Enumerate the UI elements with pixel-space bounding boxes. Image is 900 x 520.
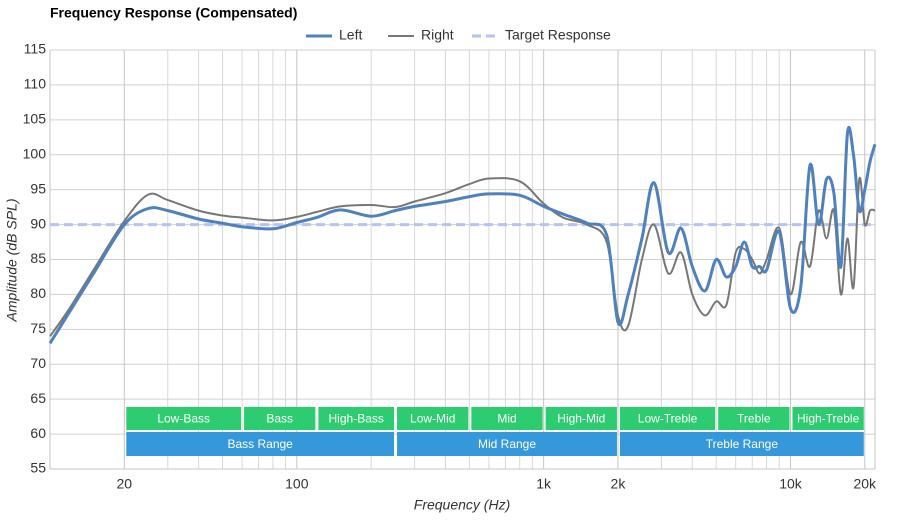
- band-box: [619, 407, 716, 430]
- legend-label: Left: [339, 27, 362, 43]
- band-label: Low-Bass: [157, 412, 210, 426]
- band-box: [318, 407, 395, 430]
- y-tick-label: 115: [24, 41, 47, 57]
- band-label: High-Mid: [557, 412, 605, 426]
- band-label: Bass: [266, 412, 293, 426]
- x-tick-label: 100: [285, 476, 309, 492]
- x-tick-label: 20: [117, 476, 133, 492]
- band-label: Low-Treble: [638, 412, 698, 426]
- y-tick-label: 90: [30, 215, 46, 231]
- y-tick-label: 105: [23, 111, 47, 127]
- grid: [50, 49, 875, 470]
- legend-label: Right: [421, 27, 454, 43]
- band-label: Treble: [737, 412, 771, 426]
- band-label: High-Treble: [797, 412, 860, 426]
- range-label: Mid Range: [478, 437, 536, 451]
- y-tick-label: 70: [30, 355, 46, 371]
- x-tick-label: 10k: [779, 476, 803, 492]
- series-line: [49, 176, 876, 337]
- range-box: [619, 432, 864, 456]
- band-label: High-Bass: [329, 412, 384, 426]
- range-box: [397, 432, 617, 456]
- legend-label: Target Response: [505, 27, 611, 43]
- range-box: [126, 432, 395, 456]
- band-box: [471, 407, 543, 430]
- y-tick-label: 65: [30, 390, 46, 406]
- band-box: [126, 407, 242, 430]
- y-tick-label: 100: [23, 145, 47, 161]
- y-tick-label: 80: [30, 285, 46, 301]
- y-tick-label: 60: [30, 425, 46, 441]
- range-label: Treble Range: [706, 437, 779, 451]
- band-box: [718, 407, 790, 430]
- y-tick-label: 85: [30, 250, 46, 266]
- band-label: Low-Mid: [410, 412, 455, 426]
- y-tick-label: 55: [30, 460, 46, 476]
- x-tick-label: 20k: [853, 476, 877, 492]
- y-tick-label: 110: [24, 76, 47, 92]
- x-axis-label: Frequency (Hz): [414, 497, 510, 513]
- band-label: Mid: [497, 412, 516, 426]
- x-tick-label: 1k: [536, 476, 552, 492]
- series-line: [48, 125, 877, 345]
- y-tick-label: 75: [30, 320, 46, 336]
- x-tick-label: 2k: [611, 476, 627, 492]
- chart-title: Frequency Response (Compensated): [50, 5, 297, 21]
- range-label: Bass Range: [227, 437, 293, 451]
- y-tick-label: 95: [30, 180, 46, 196]
- band-box: [244, 407, 316, 430]
- band-box: [397, 407, 469, 430]
- band-box: [545, 407, 617, 430]
- band-box: [792, 407, 864, 430]
- y-axis-label: Amplitude (dB SPL): [4, 199, 20, 323]
